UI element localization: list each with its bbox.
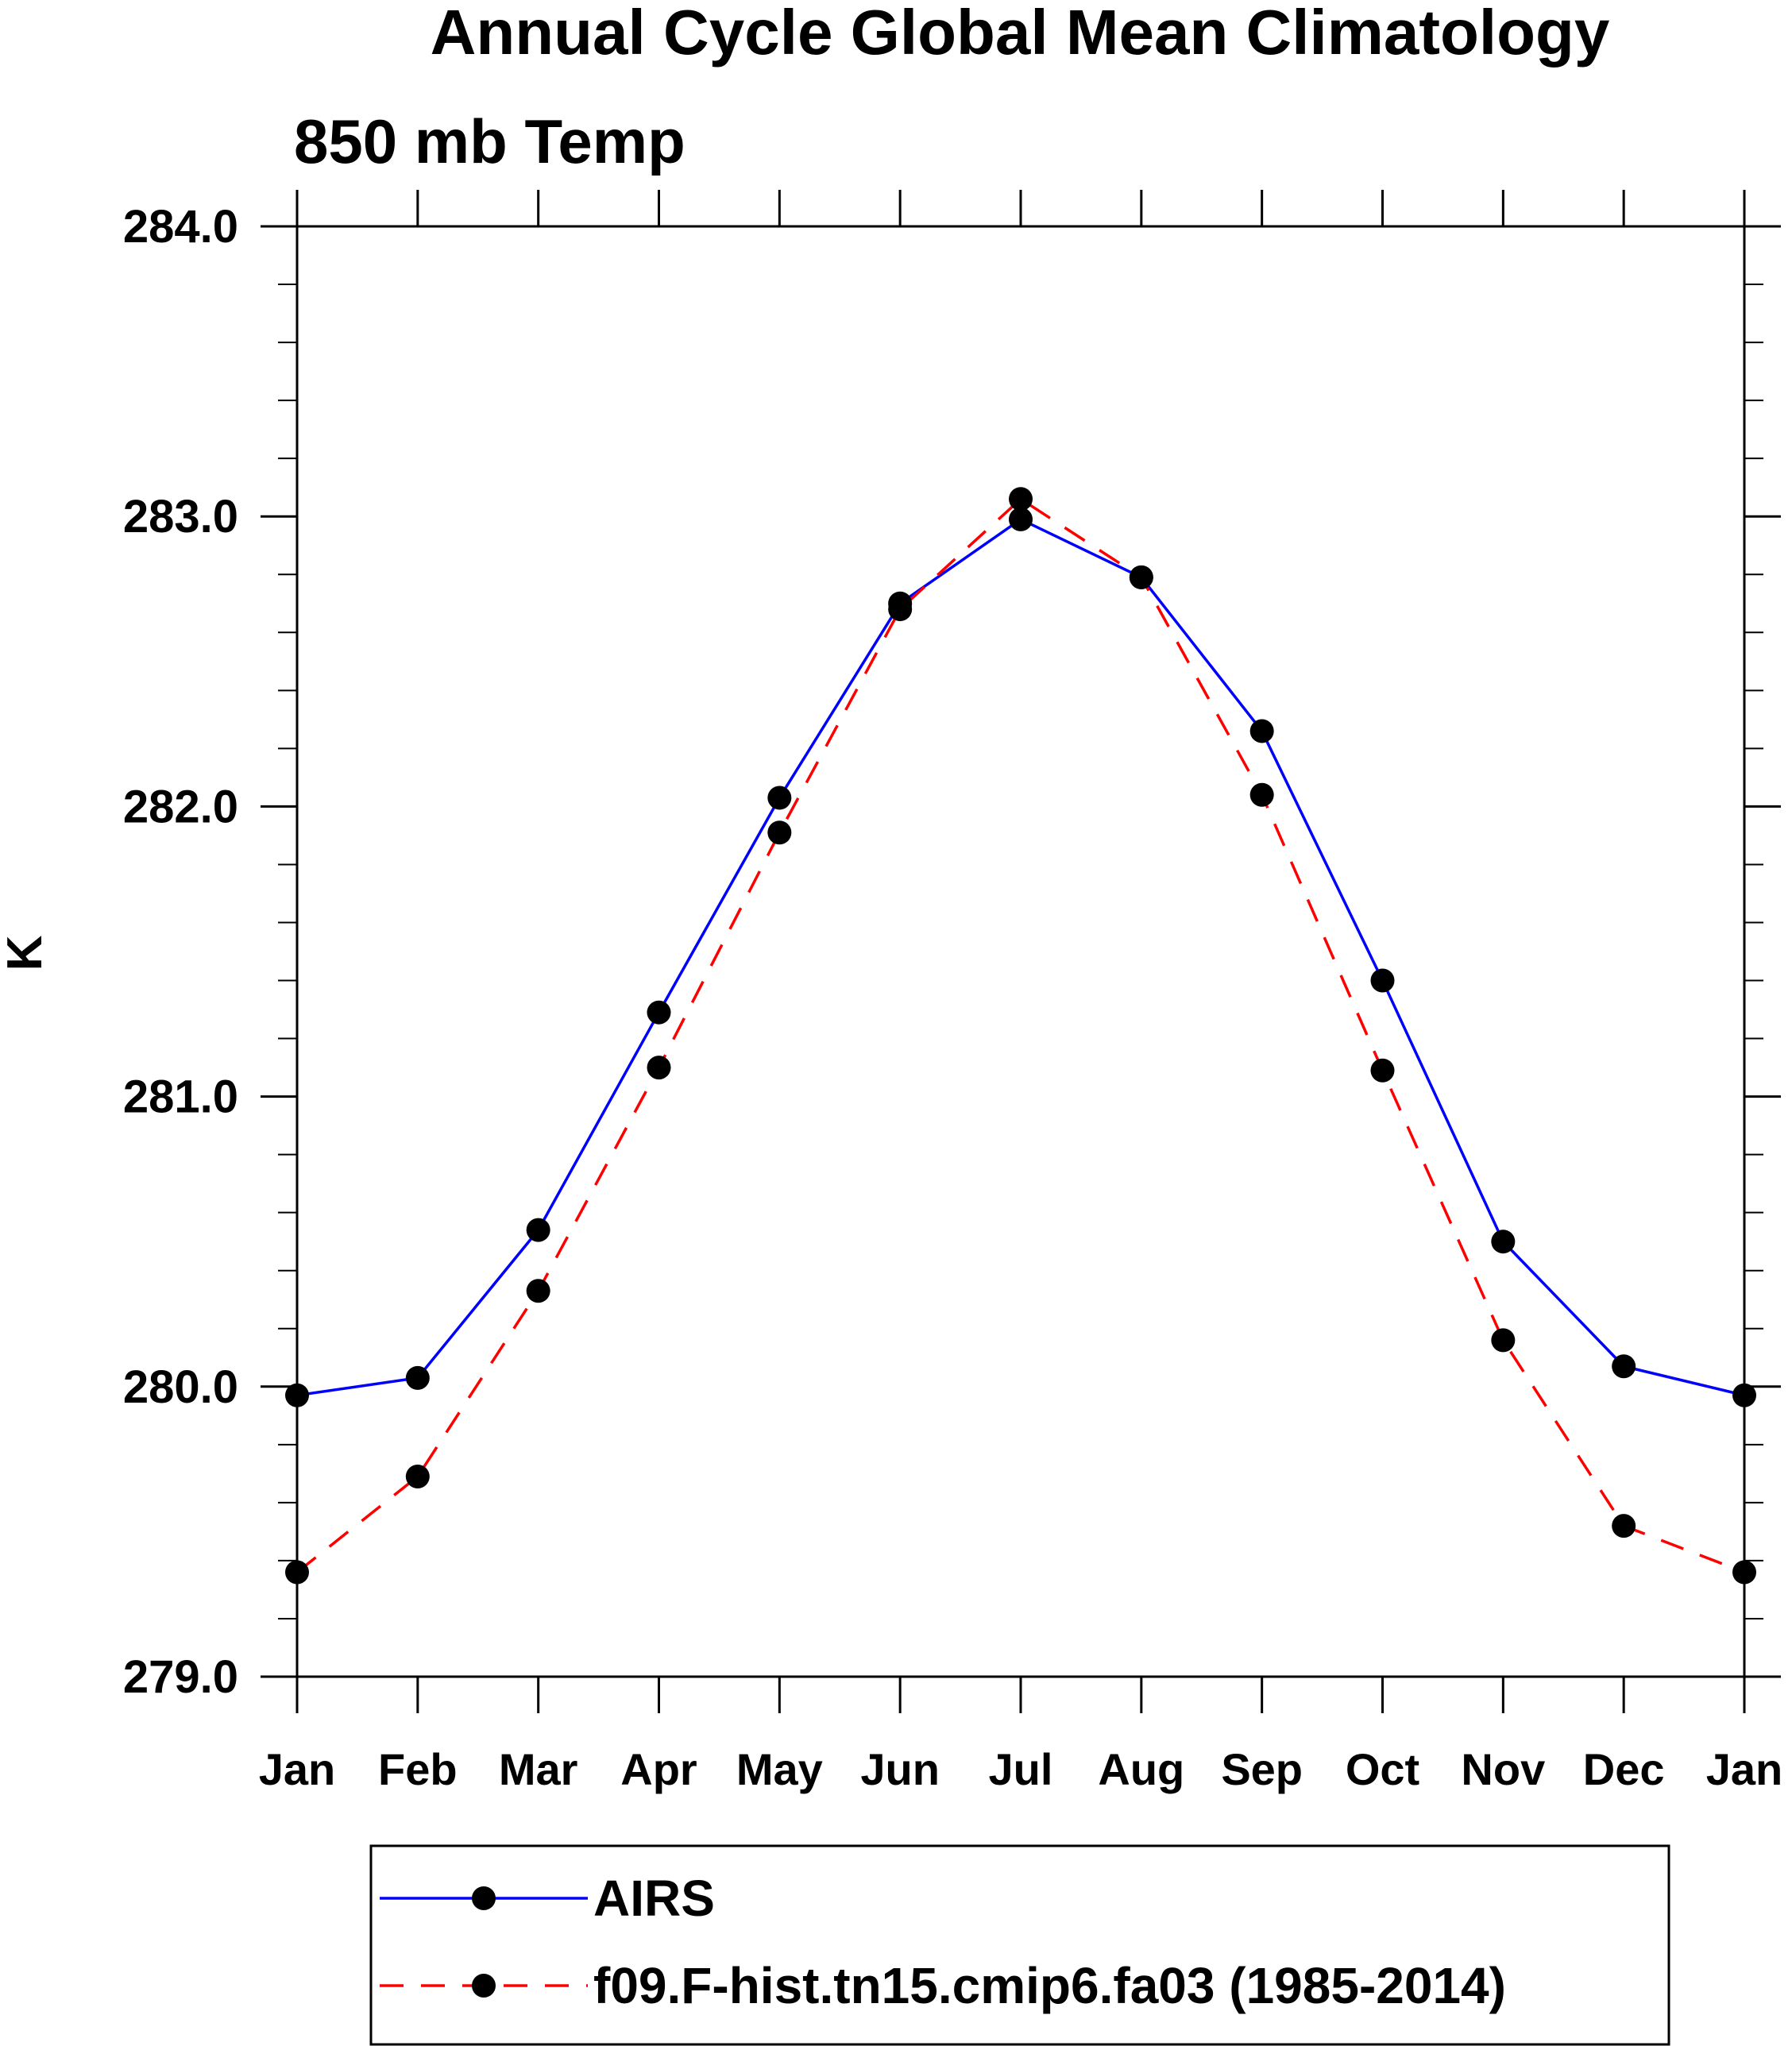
legend-marker-0 (472, 1886, 496, 1910)
legend-marker-1 (472, 1974, 496, 1998)
x-tick-label: Feb (378, 1744, 458, 1794)
y-tick-label: 279.0 (123, 1651, 238, 1703)
data-point-series-0 (1612, 1354, 1636, 1379)
series-lines (295, 497, 1745, 1574)
data-point-series-1 (647, 1056, 671, 1080)
x-tick-label: Aug (1098, 1744, 1184, 1794)
x-tick-label: Jun (860, 1744, 940, 1794)
x-tick-label: Apr (620, 1744, 697, 1794)
data-point-series-0 (526, 1218, 550, 1242)
data-point-series-0 (405, 1365, 430, 1390)
data-point-series-1 (285, 1560, 309, 1585)
data-point-series-0 (1249, 719, 1274, 743)
y-axis-label: K (0, 935, 52, 971)
x-tick-label: Jul (989, 1744, 1053, 1794)
legend-box (369, 1844, 1670, 2046)
data-point-series-1 (1612, 1514, 1636, 1538)
series-markers (285, 487, 1756, 1585)
legend: AIRS f09.F-hist.tn15.cmip6.fa03 (1985-201… (369, 1844, 1670, 2046)
data-point-series-0 (1732, 1383, 1756, 1407)
data-point-series-1 (1491, 1328, 1516, 1353)
data-point-series-1 (526, 1279, 550, 1303)
data-point-series-1 (405, 1465, 430, 1489)
x-tick-label: Sep (1221, 1744, 1303, 1794)
data-point-series-0 (1370, 968, 1395, 993)
x-tick-label: Oct (1346, 1744, 1419, 1794)
data-point-series-0 (285, 1383, 309, 1407)
axis-ticks (261, 190, 1781, 1713)
x-tick-label: May (736, 1744, 823, 1794)
x-tick-label: Dec (1583, 1744, 1665, 1794)
data-point-series-0 (647, 1000, 671, 1025)
chart-subtitle: 850 mb Temp (294, 106, 686, 176)
data-point-series-1 (888, 597, 913, 622)
data-point-series-1 (1129, 565, 1153, 589)
legend-label-1: f09.F-hist.tn15.cmip6.fa03 (1985-2014) (593, 1957, 1506, 2014)
y-tick-label: 283.0 (123, 491, 238, 542)
y-tick-label: 280.0 (123, 1361, 238, 1413)
x-tick-label: Mar (499, 1744, 578, 1794)
plot-frame (295, 225, 1746, 1678)
data-point-series-1 (1370, 1058, 1395, 1083)
data-point-series-1 (767, 820, 792, 845)
chart-title: Annual Cycle Global Mean Climatology (431, 0, 1610, 68)
x-tick-label: Jan (1706, 1744, 1783, 1794)
y-tick-label: 282.0 (123, 781, 238, 832)
y-tick-label: 281.0 (123, 1071, 238, 1123)
series-line-1 (295, 497, 1745, 1574)
data-point-series-1 (1249, 782, 1274, 807)
data-point-series-1 (1009, 487, 1033, 512)
y-tick-labels: 279.0 280.0 281.0 282.0 283.0 284.0 (123, 201, 238, 1703)
data-point-series-0 (1491, 1230, 1516, 1254)
x-tick-labels: Jan Feb Mar Apr May Jun Jul Aug Sep Oct Nov Dec Jan (259, 1744, 1783, 1794)
x-tick-label: Nov (1461, 1744, 1545, 1794)
data-point-series-0 (767, 786, 792, 810)
legend-label-0: AIRS (593, 1870, 715, 1927)
series-line-0 (296, 517, 1745, 1397)
data-point-series-1 (1732, 1560, 1756, 1585)
x-tick-label: Jan (259, 1744, 336, 1794)
y-tick-label: 284.0 (123, 201, 238, 253)
data-point-series-0 (1009, 507, 1033, 531)
